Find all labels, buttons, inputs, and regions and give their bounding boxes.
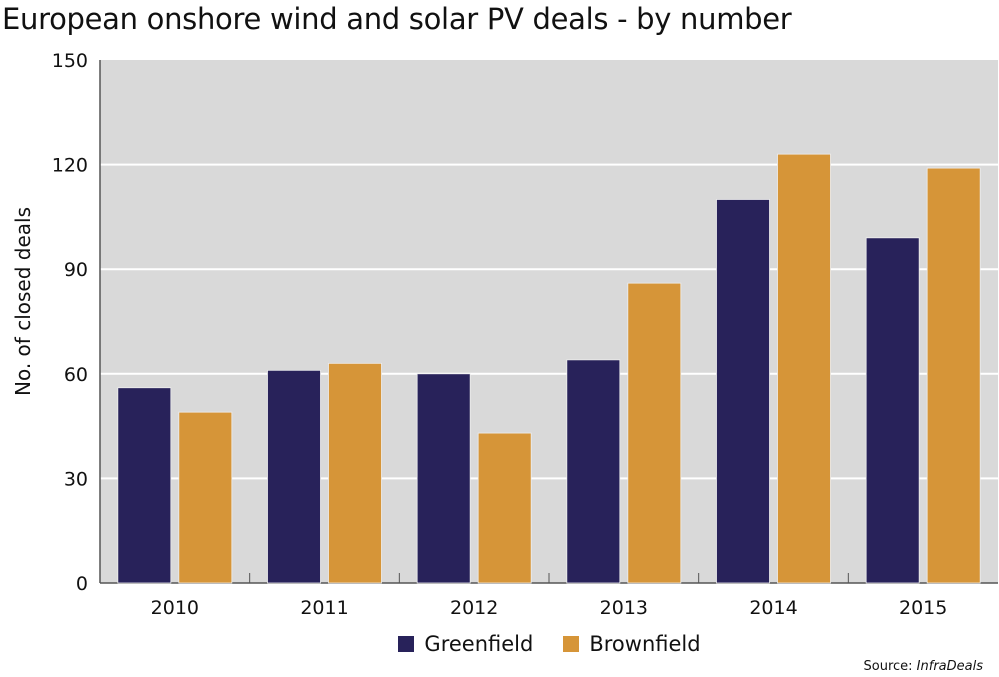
bar-greenfield-2010: [117, 387, 172, 584]
x-tick-label: 2010: [151, 597, 199, 619]
legend-item-brownfield: Brownfield: [563, 632, 701, 656]
y-tick-label: 150: [52, 50, 88, 72]
bar-brownfield-2014: [777, 153, 831, 584]
legend-swatch-brownfield: [563, 636, 580, 652]
y-tick-label: 0: [76, 573, 88, 595]
y-tick-label: 120: [52, 155, 88, 177]
bar-greenfield-2011: [267, 369, 321, 584]
bar-brownfield-2012: [477, 432, 532, 584]
y-tick-label: 30: [64, 468, 88, 490]
bar-greenfield-2015: [865, 237, 920, 584]
source-note: Source: InfraDeals: [863, 659, 984, 674]
bar-greenfield-2013: [566, 359, 621, 584]
x-tick-label: 2011: [300, 597, 348, 619]
y-tick-label: 60: [64, 364, 88, 386]
x-tick-label: 2013: [600, 597, 648, 619]
bar-greenfield-2014: [716, 199, 770, 584]
chart-title: European onshore wind and solar PV deals…: [2, 2, 792, 36]
bar-brownfield-2010: [178, 411, 233, 584]
bar-brownfield-2015: [926, 167, 981, 584]
legend-label: Brownfield: [589, 632, 701, 656]
legend-label: Greenfield: [424, 632, 534, 656]
legend-item-greenfield: Greenfield: [398, 632, 533, 656]
x-tick-label: 2014: [749, 597, 797, 619]
x-tick-label: 2012: [450, 597, 498, 619]
legend-swatch-greenfield: [398, 636, 415, 652]
bar-brownfield-2011: [328, 362, 382, 584]
bar-greenfield-2012: [416, 373, 471, 584]
legend: Greenfield Brownfield: [0, 632, 999, 656]
x-tick-label: 2015: [899, 597, 947, 619]
bar-brownfield-2013: [627, 282, 682, 584]
y-tick-label: 90: [64, 259, 88, 281]
y-axis-label: No. of closed deals: [11, 207, 35, 396]
plot-area: [100, 60, 998, 583]
